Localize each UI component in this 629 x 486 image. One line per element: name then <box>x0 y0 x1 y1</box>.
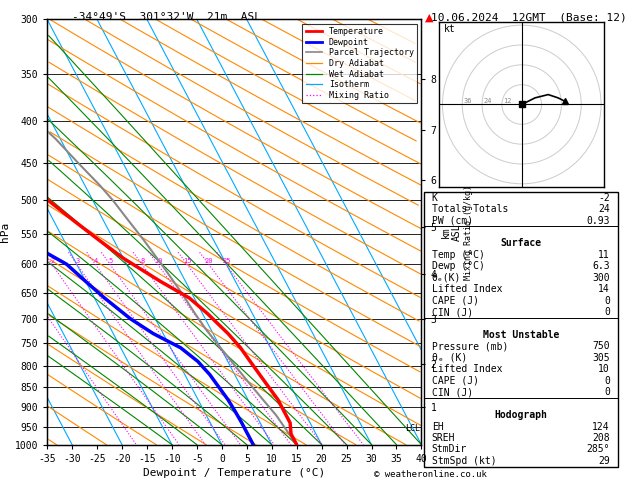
Text: 0: 0 <box>604 295 610 306</box>
Text: 300: 300 <box>593 273 610 283</box>
Text: 29: 29 <box>598 456 610 466</box>
Text: Pressure (mb): Pressure (mb) <box>431 342 508 351</box>
Text: CAPE (J): CAPE (J) <box>431 295 479 306</box>
Text: SREH: SREH <box>431 433 455 443</box>
Text: 6.3: 6.3 <box>593 261 610 271</box>
Text: 750: 750 <box>593 342 610 351</box>
Text: 25: 25 <box>222 258 230 264</box>
Text: Surface: Surface <box>500 239 542 248</box>
Text: 0.93: 0.93 <box>586 216 610 226</box>
Text: StmDir: StmDir <box>431 444 467 454</box>
Text: CIN (J): CIN (J) <box>431 387 473 397</box>
Text: 305: 305 <box>593 353 610 363</box>
Text: StmSpd (kt): StmSpd (kt) <box>431 456 496 466</box>
Text: CAPE (J): CAPE (J) <box>431 376 479 386</box>
Text: 24: 24 <box>598 204 610 214</box>
Text: -34°49'S  301°32'W  21m  ASL: -34°49'S 301°32'W 21m ASL <box>72 12 261 22</box>
Text: kt: kt <box>444 24 456 34</box>
Text: 8: 8 <box>140 258 145 264</box>
Text: ▲: ▲ <box>425 12 433 22</box>
Text: 11: 11 <box>598 250 610 260</box>
Text: LCL: LCL <box>405 424 420 433</box>
Text: Dewp (°C): Dewp (°C) <box>431 261 484 271</box>
Text: Hodograph: Hodograph <box>494 410 547 420</box>
Text: θₑ(K): θₑ(K) <box>431 273 461 283</box>
Text: CIN (J): CIN (J) <box>431 307 473 317</box>
Text: 20: 20 <box>205 258 213 264</box>
Text: Lifted Index: Lifted Index <box>431 364 502 374</box>
Text: 0: 0 <box>604 387 610 397</box>
Text: PW (cm): PW (cm) <box>431 216 473 226</box>
Text: 2: 2 <box>50 258 55 264</box>
Text: 12: 12 <box>504 99 512 104</box>
Legend: Temperature, Dewpoint, Parcel Trajectory, Dry Adiabat, Wet Adiabat, Isotherm, Mi: Temperature, Dewpoint, Parcel Trajectory… <box>303 24 417 103</box>
Text: EH: EH <box>431 421 443 432</box>
Text: 10: 10 <box>598 364 610 374</box>
Text: 124: 124 <box>593 421 610 432</box>
Text: Temp (°C): Temp (°C) <box>431 250 484 260</box>
Text: 14: 14 <box>598 284 610 294</box>
Y-axis label: hPa: hPa <box>1 222 11 242</box>
Text: 285°: 285° <box>586 444 610 454</box>
Text: θₑ (K): θₑ (K) <box>431 353 467 363</box>
Text: Most Unstable: Most Unstable <box>482 330 559 340</box>
Text: 4: 4 <box>94 258 98 264</box>
Text: 208: 208 <box>593 433 610 443</box>
Text: 36: 36 <box>464 99 472 104</box>
X-axis label: Dewpoint / Temperature (°C): Dewpoint / Temperature (°C) <box>143 468 325 478</box>
Text: Totals Totals: Totals Totals <box>431 204 508 214</box>
Text: © weatheronline.co.uk: © weatheronline.co.uk <box>374 469 487 479</box>
Text: Lifted Index: Lifted Index <box>431 284 502 294</box>
Text: 15: 15 <box>183 258 192 264</box>
Text: 10.06.2024  12GMT  (Base: 12): 10.06.2024 12GMT (Base: 12) <box>431 12 626 22</box>
Text: 0: 0 <box>604 376 610 386</box>
Text: K: K <box>431 192 438 203</box>
Text: 24: 24 <box>484 99 493 104</box>
Text: 0: 0 <box>604 307 610 317</box>
Text: 3: 3 <box>75 258 80 264</box>
Text: Mixing Ratio (g/kg): Mixing Ratio (g/kg) <box>464 185 473 279</box>
Text: 5: 5 <box>108 258 113 264</box>
Y-axis label: km
ASL: km ASL <box>440 223 462 241</box>
Text: 10: 10 <box>154 258 162 264</box>
Text: -2: -2 <box>598 192 610 203</box>
